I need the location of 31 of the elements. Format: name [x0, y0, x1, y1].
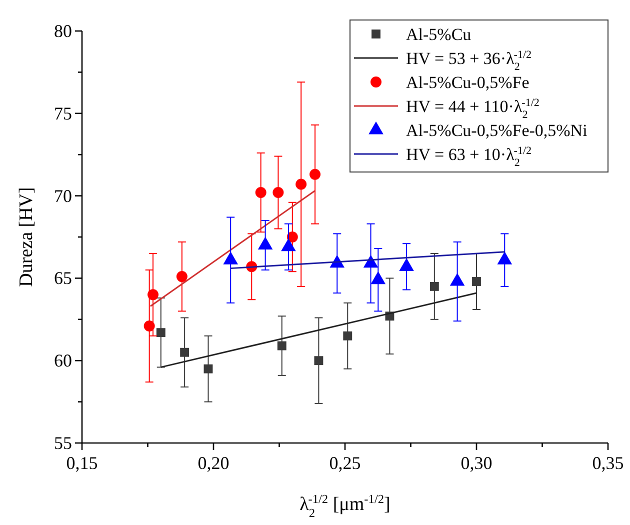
- point: [472, 277, 481, 286]
- y-axis-title: Dureza [HV]: [16, 187, 37, 287]
- x-tick-label: 0,25: [329, 453, 361, 473]
- point: [156, 328, 166, 338]
- point: [430, 282, 439, 291]
- point: [144, 320, 155, 332]
- point: [255, 187, 266, 198]
- point: [296, 178, 307, 190]
- x-tick-label: 0,15: [66, 453, 98, 473]
- x-tick-label: 0,30: [460, 453, 492, 473]
- point: [272, 187, 284, 198]
- y-tick-label: 60: [54, 350, 72, 371]
- x-tick-label: 0,20: [198, 453, 230, 473]
- y-tick-label: 55: [54, 433, 72, 453]
- point: [176, 271, 188, 282]
- y-tick-label: 70: [54, 186, 72, 206]
- x-tick-label: 0,35: [592, 453, 624, 473]
- point: [343, 331, 352, 340]
- x-axis-title: λ$_{2}$$^{-1/2}$ [μm$^{-1/2}$]: [300, 492, 390, 520]
- legend-label: Al-5%Cu: [406, 25, 472, 44]
- point: [180, 348, 190, 357]
- point: [314, 356, 324, 366]
- point: [277, 341, 286, 350]
- legend-label: Al-5%Cu-0,5%Fe: [406, 73, 530, 92]
- y-tick-label: 65: [54, 268, 72, 288]
- point: [204, 364, 213, 374]
- y-tick-label: 75: [54, 103, 72, 124]
- y-tick-label: 80: [54, 21, 72, 41]
- point: [310, 168, 321, 180]
- point: [148, 289, 159, 300]
- legend-label: Al-5%Cu-0,5%Fe-0,5%Ni: [406, 121, 588, 140]
